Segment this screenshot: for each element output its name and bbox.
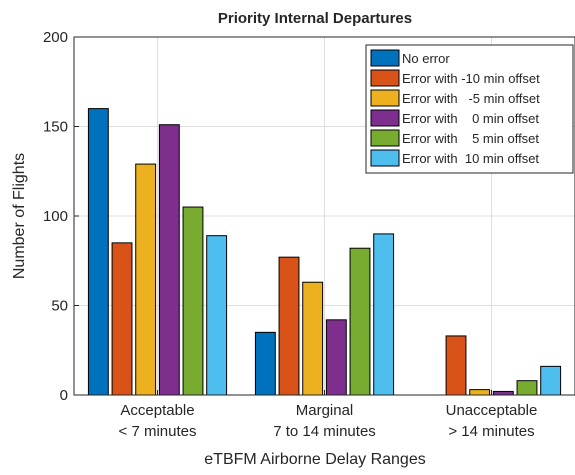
x-tick-label: < 7 minutes (119, 423, 197, 440)
legend-label: No error (402, 51, 450, 66)
bar (373, 233, 395, 396)
legend-swatch (370, 89, 400, 107)
x-tick-label: 7 to 14 minutes (273, 423, 376, 440)
bar (349, 247, 371, 396)
legend-label: Error with -10 min offset (402, 71, 540, 86)
legend-swatch (370, 69, 400, 87)
bar (469, 389, 491, 396)
bar (492, 390, 514, 396)
bar (445, 335, 467, 396)
bar (182, 206, 204, 396)
y-tick-label: 200 (43, 29, 68, 46)
x-tick-label: > 14 minutes (448, 423, 534, 440)
legend-label: Error with 10 min offset (402, 151, 539, 166)
legend-label: Error with -5 min offset (402, 91, 540, 106)
y-tick-label: 50 (51, 298, 68, 315)
legend-swatch (370, 49, 400, 67)
legend-label: Error with 5 min offset (402, 131, 539, 146)
y-tick-label: 150 (43, 119, 68, 136)
y-tick-label: 0 (60, 387, 68, 404)
bar (278, 256, 300, 396)
legend-swatch (370, 109, 400, 127)
ticks-layer: 0 50 100 150 200 Acceptable < 7 minutes Margina… (43, 29, 537, 440)
x-tick-label: Acceptable (120, 402, 194, 419)
bar (325, 319, 347, 396)
chart-title: Priority Internal Departures (218, 10, 412, 27)
x-axis-label: eTBFM Airborne Delay Ranges (204, 451, 425, 468)
x-tick-label: Marginal (296, 402, 354, 419)
y-tick-label: 100 (43, 208, 68, 225)
bar (135, 163, 157, 396)
legend: No error Error with -10 min offset Error w… (365, 44, 574, 174)
bar (87, 108, 109, 396)
bar (158, 124, 180, 396)
legend-box (365, 44, 574, 174)
legend-swatch (370, 129, 400, 147)
bar (254, 331, 276, 396)
legend-label: Error with 0 min offset (402, 111, 539, 126)
bar (516, 380, 538, 396)
bar (302, 281, 324, 396)
y-axis-label: Number of Flights (11, 153, 28, 279)
legend-swatch (370, 149, 400, 167)
bar (111, 242, 133, 396)
bar (540, 365, 562, 396)
bar (206, 235, 228, 396)
x-tick-label: Unacceptable (446, 402, 538, 419)
